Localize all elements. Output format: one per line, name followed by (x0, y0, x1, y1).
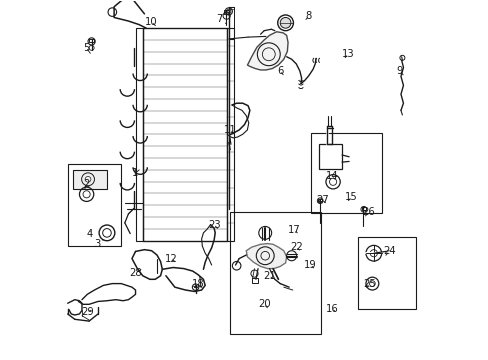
Text: 14: 14 (325, 171, 338, 181)
Text: 8: 8 (305, 12, 311, 21)
Text: 2: 2 (83, 179, 89, 189)
Text: 7: 7 (216, 14, 225, 23)
Bar (89, 39, 94, 42)
Text: 6: 6 (277, 66, 283, 76)
Circle shape (280, 18, 290, 28)
Text: 26: 26 (362, 207, 374, 217)
Text: 3: 3 (94, 239, 103, 249)
Text: 21: 21 (263, 271, 275, 281)
Bar (73, 170, 107, 189)
Text: 4: 4 (87, 229, 93, 239)
Circle shape (226, 9, 230, 14)
Bar (142, 28, 226, 241)
Text: 17: 17 (287, 225, 300, 235)
Text: 15: 15 (345, 192, 357, 202)
Text: 28: 28 (129, 268, 142, 278)
Text: 18: 18 (191, 279, 204, 289)
Bar (136, 28, 142, 241)
Text: 12: 12 (164, 253, 177, 264)
Polygon shape (246, 244, 286, 269)
Bar (357, 237, 415, 309)
Text: 20: 20 (257, 299, 270, 309)
Bar (226, 28, 234, 241)
Bar (224, 10, 228, 14)
Bar (67, 164, 121, 246)
Text: 29: 29 (81, 307, 94, 317)
Bar (230, 212, 321, 334)
Text: 25: 25 (363, 279, 375, 289)
Text: 13: 13 (341, 49, 354, 59)
Bar (310, 133, 381, 213)
Text: 9: 9 (396, 66, 402, 76)
Text: 1: 1 (132, 168, 139, 178)
Text: 16: 16 (325, 303, 338, 314)
Text: 27: 27 (315, 195, 328, 204)
Bar (361, 207, 365, 210)
Text: 5: 5 (83, 43, 90, 53)
Bar (317, 199, 322, 202)
Text: 10: 10 (145, 17, 158, 27)
Polygon shape (247, 32, 287, 70)
Bar (251, 278, 258, 283)
Text: 19: 19 (304, 260, 316, 270)
Text: 24: 24 (382, 247, 395, 256)
Text: 22: 22 (289, 242, 302, 252)
Text: 11: 11 (224, 125, 236, 135)
Text: 23: 23 (207, 220, 220, 230)
